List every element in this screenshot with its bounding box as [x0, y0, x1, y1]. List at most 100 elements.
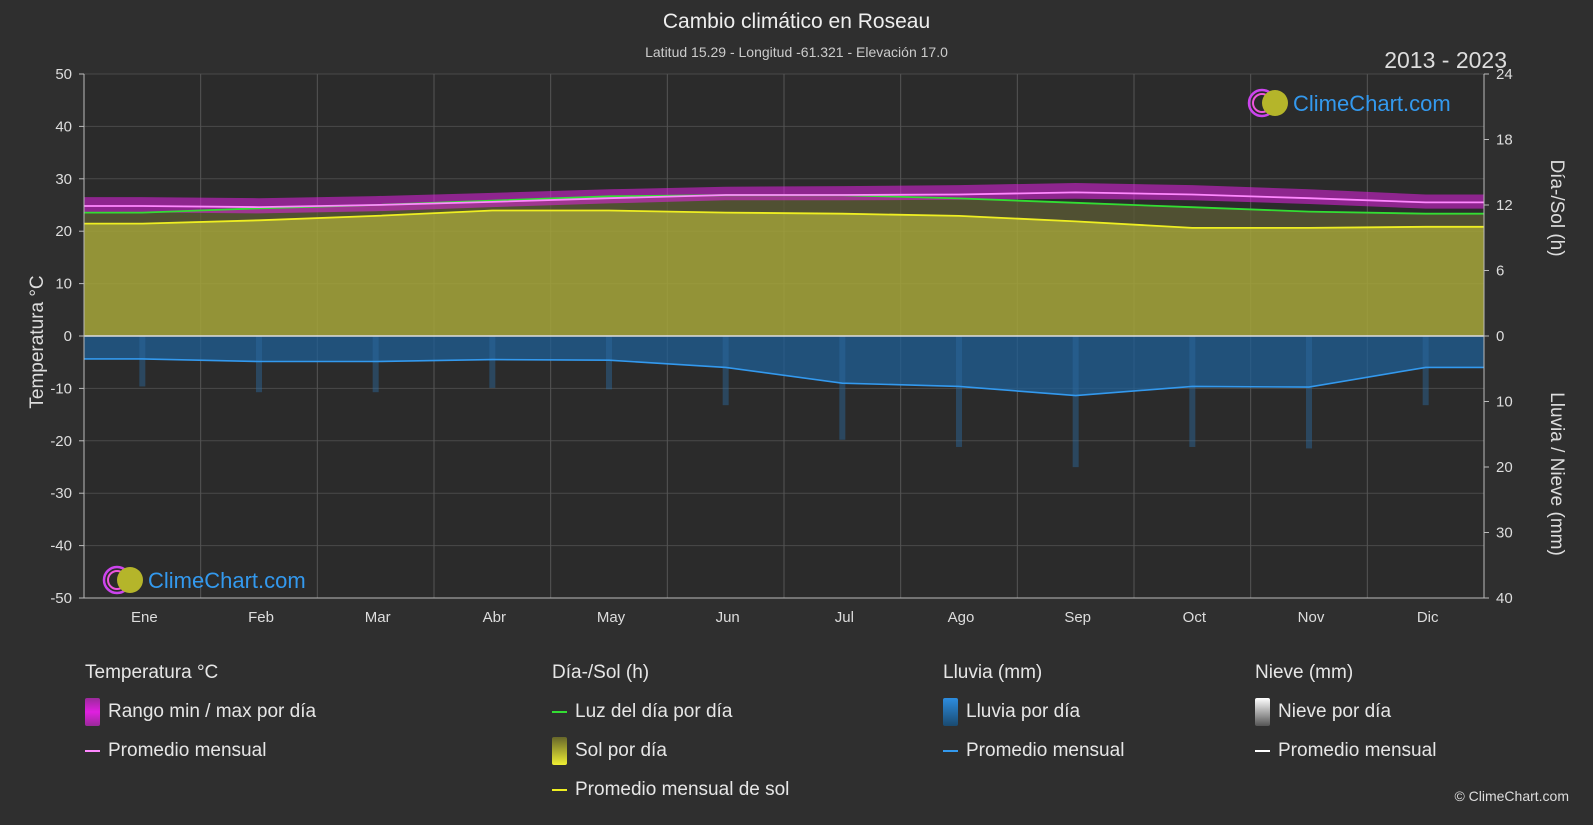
right-bottom-tick-label: 10 [1496, 394, 1513, 411]
legend-item-temp-range: Rango min / max por día [85, 692, 316, 731]
rain-bar [1422, 336, 1429, 406]
legend-item-daylight: Luz del día por día [552, 692, 789, 731]
temp-avg-swatch [85, 749, 100, 752]
sun-logo-icon [1262, 90, 1288, 116]
month-label: Jun [716, 609, 740, 626]
left-tick-label: 20 [55, 223, 72, 240]
right-bottom-tick-label: 30 [1496, 525, 1513, 542]
sunshine-area [84, 210, 1484, 336]
right-bottom-tick-label: 20 [1496, 459, 1513, 476]
right-top-tick-label: 6 [1496, 263, 1504, 280]
y-axis-label-right-bottom: Lluvia / Nieve (mm) [1546, 392, 1567, 556]
legend-rain-avg-label: Promedio mensual [966, 739, 1125, 761]
month-label: Feb [248, 609, 274, 626]
month-label: Oct [1183, 609, 1207, 626]
month-label: Dic [1417, 609, 1439, 626]
temp-range-swatch [85, 697, 100, 726]
rain-swatch [943, 697, 958, 726]
right-top-tick-label: 24 [1496, 66, 1513, 83]
left-tick-label: 10 [55, 276, 72, 293]
rain-bar [956, 336, 962, 447]
rain-avg-line [84, 358, 1484, 397]
month-label: Mar [365, 609, 391, 626]
legend-rain-title: Lluvia (mm) [943, 662, 1043, 683]
snow-swatch [1255, 697, 1270, 726]
sun-avg-swatch [552, 788, 567, 791]
legend-item-snow-avg: Promedio mensual [1255, 731, 1436, 770]
legend-daylight: Día-/Sol (h) Luz del día por día Sol por… [552, 662, 789, 809]
data-lines [84, 191, 1484, 397]
legend-sun-avg-label: Promedio mensual de sol [575, 778, 790, 800]
logo-text-bottom: ClimeChart.com [148, 568, 306, 593]
year-range: 2013 - 2023 [1384, 47, 1507, 73]
temp-range-band [84, 183, 1484, 214]
legend-daylight-title: Día-/Sol (h) [552, 662, 650, 683]
rain-area [84, 336, 1484, 396]
right-top-tick-label: 18 [1496, 132, 1513, 149]
month-label: Ago [948, 609, 975, 626]
rain-bar [839, 336, 846, 440]
sun-swatch [552, 736, 567, 765]
logo-bottom: ClimeChart.com [102, 565, 306, 595]
legend-rain: Lluvia (mm) Lluvia por día Promedio mens… [943, 662, 1124, 770]
axes: 50 40 30 20 10 0 -10 -20 -30 -40 -50 24 18 12 6 0 10 20 30… [50, 66, 1512, 626]
legend-item-temp-avg: Promedio mensual [85, 731, 316, 770]
month-label: May [597, 609, 626, 626]
logo-top: ClimeChart.com [1247, 88, 1451, 118]
y-axis-label-left: Temperatura °C [27, 275, 48, 408]
rain-bar [256, 336, 262, 393]
left-tick-label: -30 [50, 485, 72, 502]
left-tick-label: -50 [50, 590, 72, 607]
rain-avg-swatch [943, 749, 958, 752]
month-label: Ene [131, 609, 158, 626]
legend-snow-title: Nieve (mm) [1255, 662, 1354, 683]
snow-avg-swatch [1255, 749, 1270, 752]
legend-snow-label: Nieve por día [1278, 700, 1392, 722]
rain-bar [1189, 336, 1196, 447]
legend-snow: Nieve (mm) Nieve por día Promedio mensua… [1255, 662, 1436, 770]
month-label: Nov [1298, 609, 1325, 626]
left-tick-label: 0 [64, 328, 72, 345]
legend-temp-avg-label: Promedio mensual [108, 739, 267, 761]
legend-temperature-title: Temperatura °C [85, 662, 219, 683]
legend-rain-label: Lluvia por día [966, 700, 1081, 722]
sun-avg-line [84, 209, 1484, 229]
left-tick-label: -20 [50, 433, 72, 450]
left-tick-label: 40 [55, 118, 72, 135]
rain-bar [722, 336, 729, 406]
legend-temperature: Temperatura °C Rango min / max por día P… [85, 662, 316, 770]
left-tick-label: -40 [50, 538, 72, 555]
legend-sun-label: Sol por día [575, 739, 667, 761]
legend-item-rain-avg: Promedio mensual [943, 731, 1124, 770]
legend-item-snow: Nieve por día [1255, 692, 1436, 731]
temp-avg-line [84, 191, 1484, 209]
rain-bar [606, 336, 612, 390]
rain-bar [139, 336, 146, 387]
rain-bar [1306, 336, 1312, 449]
legend-daylight-label: Luz del día por día [575, 700, 733, 722]
month-label: Sep [1064, 609, 1091, 626]
month-label: Abr [483, 609, 506, 626]
sun-logo-icon [117, 567, 143, 593]
legend-snow-avg-label: Promedio mensual [1278, 739, 1437, 761]
right-top-tick-label: 12 [1496, 197, 1513, 214]
left-tick-label: 50 [55, 66, 72, 83]
rain-bar [1072, 336, 1079, 468]
right-bottom-tick-label: 40 [1496, 590, 1513, 607]
logo-text-top: ClimeChart.com [1293, 91, 1451, 116]
month-label: Jul [835, 609, 854, 626]
right-top-tick-label: 0 [1496, 328, 1504, 345]
legend-temp-range-label: Rango min / max por día [108, 700, 317, 722]
left-tick-label: 30 [55, 171, 72, 188]
rain-bar [372, 336, 379, 393]
copyright: © ClimeChart.com [1454, 788, 1569, 804]
daylight-swatch [552, 710, 567, 713]
legend-item-sun-avg: Promedio mensual de sol [552, 770, 789, 809]
y-axis-label-right-top: Día-/Sol (h) [1546, 159, 1567, 256]
chart-title: Cambio climático en Roseau [662, 10, 931, 33]
chart-subtitle: Latitud 15.29 - Longitud -61.321 - Eleva… [645, 44, 948, 60]
left-tick-label: -10 [50, 380, 72, 397]
rain-bar [489, 336, 496, 388]
legend-item-rain: Lluvia por día [943, 692, 1124, 731]
